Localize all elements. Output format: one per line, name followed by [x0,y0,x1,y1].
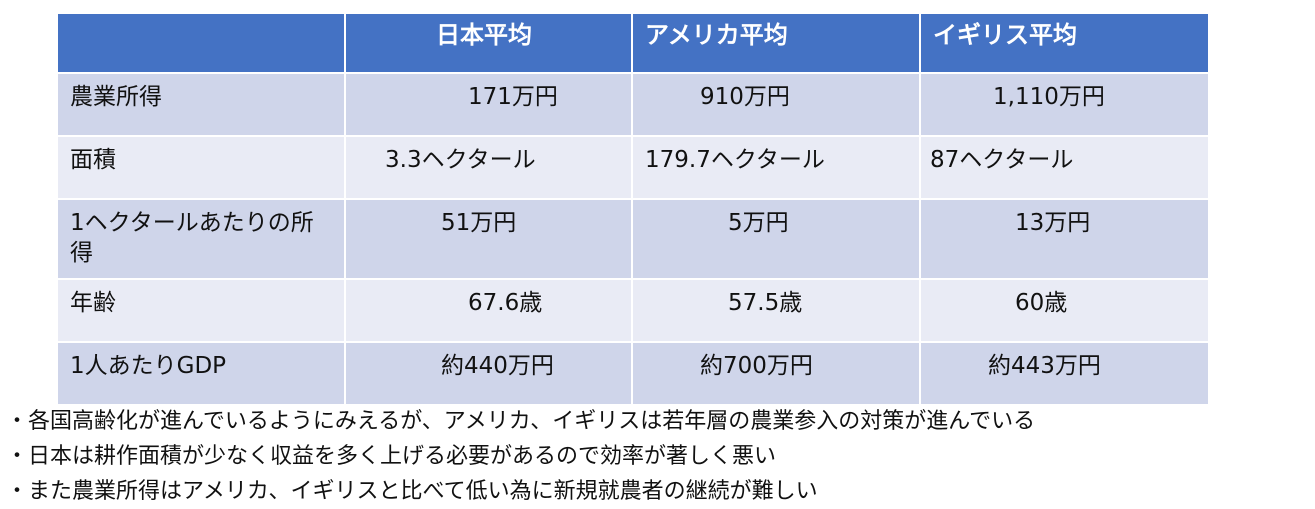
row-label: 面積 [58,137,346,198]
note-item: ・日本は耕作面積が少なく収益を多く上げる必要があるので効率が著しく悪い [6,444,777,469]
bullet-notes: ・各国高齢化が進んでいるようにみえるが、アメリカ、イギリスは若年層の農業参入の対… [6,404,1035,509]
cell-usa: 約700万円 [633,343,921,404]
cell-uk: 13万円 [1015,210,1091,236]
cell-uk: 60歳 [1015,290,1068,316]
table-header-row: 日本平均 アメリカ平均 イギリス平均 [58,14,1208,74]
row-label: 農業所得 [58,74,346,135]
cell-japan: 67.6歳 [346,280,633,341]
table-row: 面積 3.3ヘクタール 179.7ヘクタール 87ヘクタール [58,137,1208,200]
header-uk: イギリス平均 [933,21,1077,49]
note-item: ・各国高齢化が進んでいるようにみえるが、アメリカ、イギリスは若年層の農業参入の対… [6,409,1036,434]
table-row: 1ヘクタールあたりの所得 51万円 5万円 13万円 [58,200,1208,280]
table-row: 農業所得 171万円 910万円 1,110万円 [58,74,1208,137]
cell-uk: 約443万円 [988,353,1101,379]
header-usa: アメリカ平均 [633,14,921,72]
cell-japan: 171万円 [346,74,633,135]
cell-japan: 3.3ヘクタール [346,137,633,198]
cell-usa: 5万円 [633,200,921,278]
cell-usa: 57.5歳 [633,280,921,341]
cell-usa: 179.7ヘクタール [633,137,921,198]
header-cell-empty [58,14,346,72]
row-label: 年齢 [58,280,346,341]
cell-uk: 87ヘクタール [930,147,1074,173]
header-japan: 日本平均 [346,14,633,72]
cell-japan: 51万円 [346,200,633,278]
cell-usa: 910万円 [633,74,921,135]
note-item: ・また農業所得はアメリカ、イギリスと比べて低い為に新規就農者の継続が難しい [6,479,818,504]
table-row: 1人あたりGDP 約440万円 約700万円 約443万円 [58,343,1208,404]
row-label: 1人あたりGDP [58,343,346,404]
cell-japan: 約440万円 [346,343,633,404]
cell-uk: 1,110万円 [993,84,1105,110]
row-label: 1ヘクタールあたりの所得 [58,200,346,278]
table-row: 年齢 67.6歳 57.5歳 60歳 [58,280,1208,343]
comparison-table: 日本平均 アメリカ平均 イギリス平均 農業所得 171万円 910万円 1,11… [58,14,1208,404]
